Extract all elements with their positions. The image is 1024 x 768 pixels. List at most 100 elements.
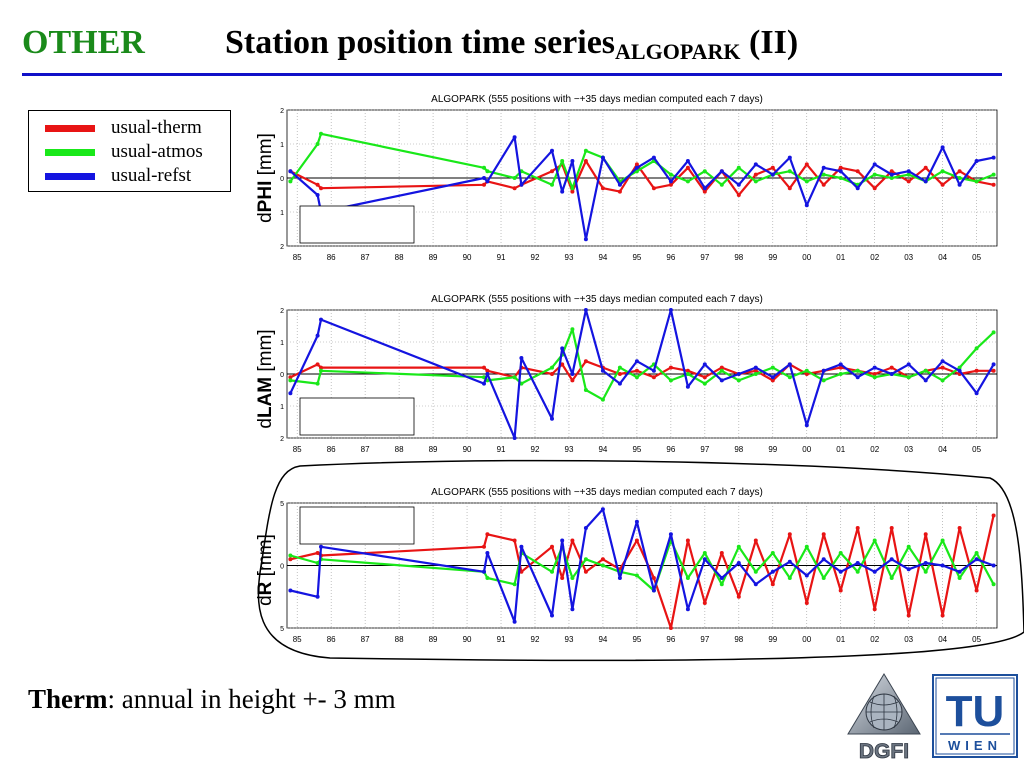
data-point — [550, 416, 554, 421]
data-point — [838, 176, 843, 180]
data-point — [940, 145, 945, 150]
x-tick-label: 88 — [395, 445, 404, 454]
data-point — [753, 365, 758, 370]
series-usual-refst — [288, 507, 996, 624]
data-point — [753, 538, 758, 543]
data-point — [940, 359, 945, 364]
data-point — [991, 513, 996, 518]
data-point — [668, 182, 673, 187]
data-point — [583, 557, 588, 562]
data-point — [550, 365, 554, 370]
data-point — [736, 561, 741, 565]
x-tick-label: 93 — [565, 635, 574, 644]
x-tick-label: 04 — [938, 445, 947, 454]
data-point — [872, 538, 877, 543]
data-point — [668, 378, 673, 383]
x-tick-label: 93 — [565, 445, 574, 454]
x-tick-label: 99 — [768, 445, 777, 454]
data-point — [889, 365, 894, 370]
data-point — [315, 182, 320, 187]
x-tick-label: 00 — [802, 635, 811, 644]
data-point — [821, 172, 826, 177]
data-point — [974, 551, 979, 555]
data-point — [685, 165, 690, 170]
data-point — [770, 569, 775, 574]
data-point — [736, 544, 741, 549]
x-tick-label: 90 — [463, 635, 472, 644]
data-point — [838, 588, 843, 593]
data-point — [719, 576, 724, 580]
data-point — [736, 594, 741, 599]
data-point — [651, 375, 656, 380]
data-point — [821, 532, 826, 537]
data-point — [685, 607, 690, 612]
x-tick-label: 94 — [598, 253, 607, 262]
data-point — [319, 317, 323, 322]
data-point — [482, 381, 486, 386]
data-point — [770, 378, 775, 383]
data-point — [838, 372, 843, 376]
data-point — [753, 368, 758, 373]
data-point — [512, 176, 517, 180]
x-tick-label: 94 — [598, 635, 607, 644]
data-point — [804, 601, 809, 605]
data-point — [634, 375, 639, 380]
data-point — [702, 381, 707, 386]
data-point — [855, 186, 860, 191]
data-point — [940, 378, 945, 383]
data-point — [560, 159, 565, 163]
y-tick-label: 2 — [280, 108, 284, 115]
data-point — [974, 346, 979, 351]
data-point — [485, 368, 490, 373]
data-point — [634, 162, 639, 167]
data-point — [482, 365, 486, 370]
data-point — [787, 186, 792, 191]
data-point — [923, 165, 928, 170]
x-tick-label: 02 — [870, 635, 879, 644]
data-point — [991, 330, 996, 335]
data-point — [906, 169, 911, 174]
data-point — [570, 189, 575, 194]
data-point — [485, 551, 490, 555]
x-tick-label: 04 — [938, 635, 947, 644]
data-point — [668, 532, 673, 537]
series-usual-refst — [288, 135, 996, 242]
data-point — [923, 378, 928, 383]
data-point — [872, 569, 877, 574]
data-point — [991, 155, 996, 160]
legend-label-therm: usual-therm — [111, 117, 202, 138]
data-point — [719, 582, 724, 587]
highlight-loop — [257, 459, 1024, 662]
data-point — [570, 327, 575, 332]
data-point — [787, 532, 792, 537]
data-point — [719, 169, 724, 174]
data-point — [821, 378, 826, 383]
y-tick-label: 1 — [280, 210, 284, 217]
data-point — [736, 378, 741, 383]
x-tick-label: 90 — [463, 445, 472, 454]
data-point — [570, 159, 575, 163]
data-point — [804, 544, 809, 549]
data-point — [974, 391, 979, 396]
data-point — [702, 169, 707, 174]
data-point — [872, 172, 877, 177]
data-point — [872, 365, 877, 370]
data-point — [719, 368, 724, 373]
data-point — [319, 368, 323, 373]
data-point — [512, 135, 517, 140]
data-point — [906, 544, 911, 549]
x-tick-label: 00 — [802, 253, 811, 262]
legend-label-refst: usual-refst — [111, 165, 192, 186]
data-point — [770, 375, 775, 380]
data-point — [923, 179, 928, 184]
x-tick-label: 93 — [565, 253, 574, 262]
data-point — [736, 372, 741, 376]
footer-note-key: Therm — [28, 684, 108, 714]
y-tick-label: 1 — [280, 142, 284, 149]
data-point — [957, 169, 962, 174]
data-point — [634, 519, 639, 524]
data-point — [923, 561, 928, 565]
data-point — [736, 193, 741, 197]
data-point — [583, 569, 588, 574]
